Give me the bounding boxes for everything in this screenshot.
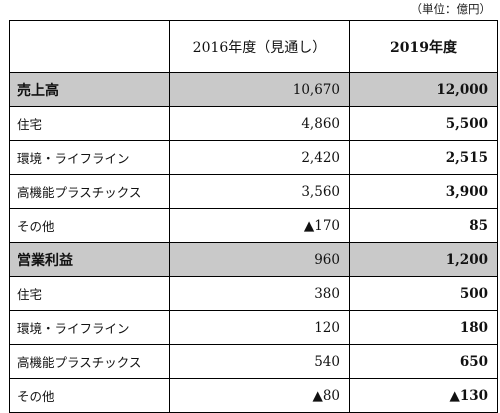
table-row: 高機能プラスチックス 540 650 [9,344,498,379]
row-label: 環境・ライフライン [9,140,170,175]
value-fy2019: 2,515 [349,140,498,175]
value-fy2016: 120 [169,310,350,345]
value-fy2019: 12,000 [349,72,498,107]
row-label: 営業利益 [9,242,170,277]
row-label: その他 [9,208,170,243]
header-label-cell [9,20,170,73]
value-fy2016: 960 [169,242,350,277]
value-fy2019: 1,200 [349,242,498,277]
table-header-row: 2016年度（見通し） 2019年度 [9,20,498,73]
header-fy2019: 2019年度 [349,20,498,73]
value-fy2019: 5,500 [349,106,498,141]
value-fy2019: 180 [349,310,498,345]
value-fy2019: 650 [349,344,498,379]
table-row-sales-total: 売上高 10,670 12,000 [9,72,498,107]
table-row: その他 ▲80 ▲130 [9,378,498,413]
table-row: その他 ▲170 85 [9,208,498,243]
value-fy2016: 4,860 [169,106,350,141]
table-row: 住宅 380 500 [9,276,498,311]
value-fy2016: ▲170 [169,208,350,243]
table-row: 環境・ライフライン 120 180 [9,310,498,345]
row-label: 環境・ライフライン [9,310,170,345]
row-label: 高機能プラスチックス [9,344,170,379]
value-fy2019: 500 [349,276,498,311]
value-fy2019: ▲130 [349,378,498,413]
value-fy2016: ▲80 [169,378,350,413]
value-fy2016: 380 [169,276,350,311]
header-fy2016: 2016年度（見通し） [169,20,350,73]
table-row: 環境・ライフライン 2,420 2,515 [9,140,498,175]
row-label: 売上高 [9,72,170,107]
value-fy2019: 85 [349,208,498,243]
value-fy2016: 10,670 [169,72,350,107]
table-row: 高機能プラスチックス 3,560 3,900 [9,174,498,209]
row-label: その他 [9,378,170,413]
value-fy2016: 2,420 [169,140,350,175]
row-label: 高機能プラスチックス [9,174,170,209]
value-fy2019: 3,900 [349,174,498,209]
table-row: 住宅 4,860 5,500 [9,106,498,141]
row-label: 住宅 [9,106,170,141]
unit-note: （単位：億円） [410,2,492,16]
value-fy2016: 540 [169,344,350,379]
table-row-operating-profit-total: 営業利益 960 1,200 [9,242,498,277]
value-fy2016: 3,560 [169,174,350,209]
row-label: 住宅 [9,276,170,311]
financial-forecast-table: 2016年度（見通し） 2019年度 売上高 10,670 12,000 住宅 … [9,20,498,413]
